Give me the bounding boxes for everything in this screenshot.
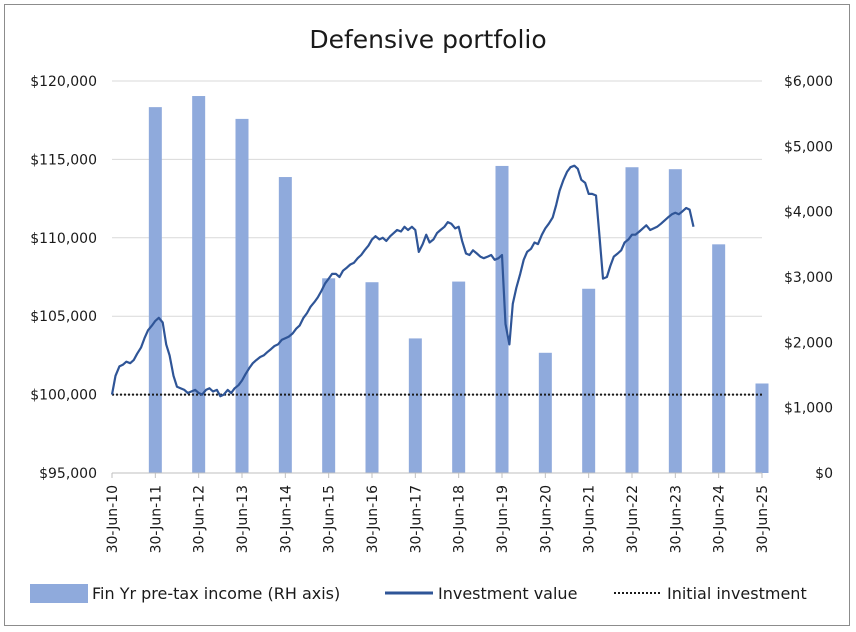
investment-value-line bbox=[110, 164, 695, 398]
x-tick-label: 30-Jun-20 bbox=[538, 485, 554, 553]
legend: Fin Yr pre-tax income (RH axis) Investme… bbox=[30, 584, 807, 603]
bar bbox=[192, 96, 206, 473]
x-tick-label: 30-Jun-21 bbox=[582, 485, 598, 553]
bar bbox=[278, 177, 292, 474]
right-tick-label: $3,000 bbox=[784, 270, 833, 286]
x-axis-ticks: 30-Jun-10 30-Jun-11 30-Jun-12 30-Jun-13 30-J… bbox=[105, 473, 771, 553]
bar bbox=[582, 288, 596, 473]
bar bbox=[235, 118, 249, 473]
x-tick-label: 30-Jun-19 bbox=[495, 485, 511, 553]
bar bbox=[538, 352, 552, 473]
line-series bbox=[110, 164, 695, 398]
left-tick-label: $115,000 bbox=[30, 152, 97, 168]
right-tick-label: $6,000 bbox=[784, 74, 833, 90]
right-tick-label: $0 bbox=[815, 466, 833, 482]
x-tick-label: 30-Jun-17 bbox=[408, 485, 424, 553]
chart-frame bbox=[4, 4, 850, 626]
x-tick-label: 30-Jun-10 bbox=[105, 485, 121, 553]
x-tick-label: 30-Jun-16 bbox=[365, 485, 381, 553]
left-tick-label: $100,000 bbox=[30, 388, 97, 404]
x-tick-label: 30-Jun-22 bbox=[625, 485, 641, 553]
left-tick-label: $110,000 bbox=[30, 231, 97, 247]
x-tick-label: 30-Jun-24 bbox=[712, 485, 728, 553]
left-tick-label: $95,000 bbox=[39, 466, 97, 482]
legend-line-label: Investment value bbox=[438, 584, 577, 603]
right-tick-label: $4,000 bbox=[784, 205, 833, 221]
bar bbox=[365, 282, 379, 473]
right-tick-label: $1,000 bbox=[784, 401, 833, 417]
x-tick-label: 30-Jun-12 bbox=[192, 485, 208, 553]
bar bbox=[408, 338, 422, 473]
bar bbox=[452, 281, 466, 473]
bar bbox=[668, 169, 682, 473]
right-axis-ticks: $0 $1,000 $2,000 $3,000 $4,000 $5,000 $6,000 bbox=[784, 74, 833, 482]
x-tick-label: 30-Jun-11 bbox=[148, 485, 164, 553]
x-tick-label: 30-Jun-14 bbox=[278, 485, 294, 553]
bar bbox=[755, 383, 769, 473]
left-tick-label: $120,000 bbox=[30, 74, 97, 90]
legend-bar-swatch bbox=[30, 584, 88, 603]
x-tick-label: 30-Jun-18 bbox=[452, 485, 468, 553]
chart-title: Defensive portfolio bbox=[309, 25, 546, 54]
right-tick-label: $2,000 bbox=[784, 335, 833, 351]
x-tick-label: 30-Jun-15 bbox=[322, 485, 338, 553]
x-tick-label: 30-Jun-25 bbox=[755, 485, 771, 553]
bar bbox=[495, 165, 509, 473]
bar-series bbox=[148, 96, 769, 474]
bar bbox=[148, 107, 162, 473]
bar bbox=[625, 167, 639, 474]
bar bbox=[712, 244, 726, 473]
x-tick-label: 30-Jun-23 bbox=[668, 485, 684, 553]
gridlines bbox=[112, 80, 762, 474]
bar bbox=[322, 278, 336, 473]
legend-bar-label: Fin Yr pre-tax income (RH axis) bbox=[92, 584, 340, 603]
legend-dotted-label: Initial investment bbox=[667, 584, 807, 603]
left-tick-label: $105,000 bbox=[30, 309, 97, 325]
right-tick-label: $5,000 bbox=[784, 139, 833, 155]
left-axis-ticks: $95,000 $100,000 $105,000 $110,000 $115,000 $… bbox=[30, 74, 97, 482]
x-tick-label: 30-Jun-13 bbox=[235, 485, 251, 553]
